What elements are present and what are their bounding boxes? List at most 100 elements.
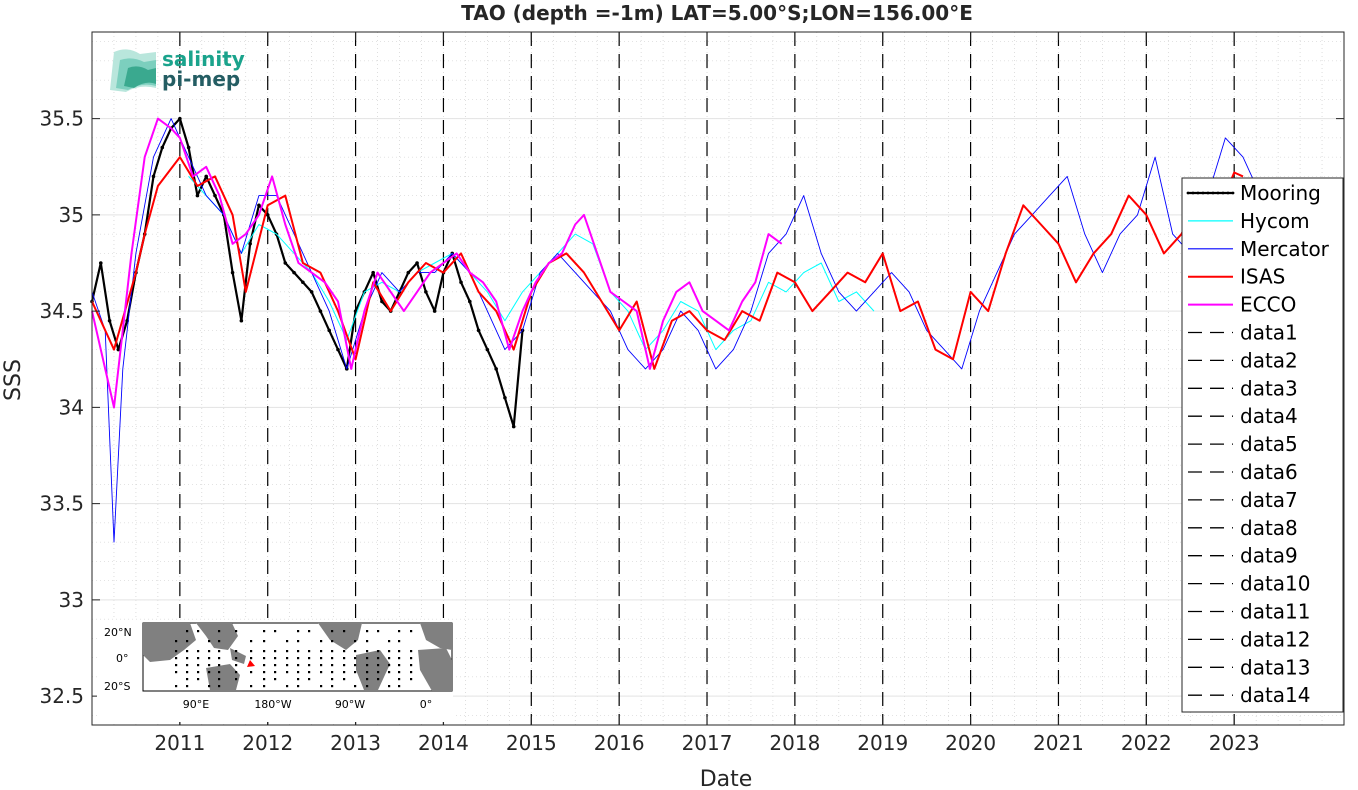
- mooring-dot: [218, 630, 221, 633]
- mooring-dot: [320, 671, 323, 674]
- mooring-dot: [263, 630, 266, 633]
- mooring-dot: [354, 671, 357, 674]
- mooring-dot: [235, 650, 238, 653]
- mooring-dot: [398, 671, 401, 674]
- mooring-dot: [186, 671, 189, 674]
- mooring-dot: [274, 671, 277, 674]
- inset-lon-label-180w: 180°W: [254, 698, 291, 711]
- mooring-dot: [235, 664, 238, 667]
- mooring-dot: [297, 685, 300, 688]
- mooring-dot: [331, 640, 334, 643]
- mooring-dot: [286, 657, 289, 660]
- mooring-point: [503, 395, 507, 400]
- mooring-array-dots: [175, 630, 413, 688]
- mooring-point: [301, 280, 305, 285]
- mooring-point: [336, 347, 340, 352]
- mooring-dot: [410, 657, 413, 660]
- legend-label-data2: data2: [1240, 348, 1298, 372]
- legend-label-data8: data8: [1240, 516, 1298, 540]
- x-tick-label: 2013: [330, 731, 381, 755]
- salinity-pi-mep-logo: salinity pi-mep: [110, 47, 245, 92]
- mooring-dot: [197, 671, 200, 674]
- x-tick-label: 2016: [594, 731, 645, 755]
- mooring-dot: [263, 671, 266, 674]
- wave-logo-icon: [110, 49, 156, 92]
- mooring-point: [406, 270, 411, 275]
- mooring-dot: [218, 657, 221, 660]
- y-tick-label: 34.5: [39, 299, 84, 323]
- mooring-dot: [297, 671, 300, 674]
- mooring-point: [98, 261, 103, 265]
- mooring-point: [248, 241, 252, 246]
- legend-label-mercator: Mercator: [1240, 237, 1330, 261]
- mooring-dot: [297, 640, 300, 643]
- inset-lon-label-0: 0°: [420, 698, 433, 711]
- mooring-dot: [366, 657, 369, 660]
- mooring-point: [283, 261, 288, 265]
- mooring-dot: [366, 650, 369, 653]
- mooring-dot: [218, 671, 221, 674]
- legend-box: [1181, 177, 1344, 713]
- mooring-dot: [208, 640, 211, 643]
- mooring-dot: [388, 657, 391, 660]
- legend-swatch-dot: [1221, 191, 1225, 195]
- logo-line2: pi-mep: [162, 67, 240, 91]
- mooring-dot: [186, 685, 189, 688]
- y-tick-label: 33.5: [39, 492, 84, 516]
- legend-swatch-dot: [1231, 191, 1235, 195]
- mooring-dot: [286, 671, 289, 674]
- mooring-dot: [274, 664, 277, 667]
- mooring-point: [424, 290, 428, 294]
- mooring-point: [186, 145, 191, 150]
- mooring-dot: [354, 664, 357, 667]
- mooring-dot: [343, 664, 346, 667]
- mooring-dot: [175, 664, 178, 667]
- mooring-dot: [308, 657, 311, 660]
- mooring-dot: [308, 678, 311, 681]
- inset-lon-label-90w: 90°W: [335, 698, 365, 711]
- legend-label-data9: data9: [1240, 544, 1298, 568]
- mooring-dot: [366, 630, 369, 633]
- legend: Mooring Hycom Mercator ISAS ECCO data1 data2 da…: [1181, 177, 1344, 713]
- mooring-dot: [286, 685, 289, 688]
- x-tick-label: 2015: [506, 731, 557, 755]
- mooring-dot: [354, 640, 357, 643]
- mooring-dot: [186, 664, 189, 667]
- mooring-dot: [331, 657, 334, 660]
- mooring-dot: [388, 640, 391, 643]
- mooring-point: [178, 116, 182, 121]
- mooring-dot: [297, 664, 300, 667]
- legend-swatch-dot: [1206, 191, 1210, 195]
- legend-label-data14: data14: [1240, 683, 1311, 707]
- mooring-dot: [331, 630, 334, 633]
- x-tick-label: 2023: [1209, 731, 1260, 755]
- mooring-dot: [274, 678, 277, 681]
- mooring-point: [380, 299, 384, 304]
- mooring-dot: [175, 650, 178, 653]
- legend-swatch-dot: [1196, 191, 1200, 195]
- y-tick-label: 32.5: [39, 684, 84, 708]
- mooring-dot: [175, 671, 178, 674]
- mooring-point: [494, 367, 498, 371]
- legend-swatch-dot: [1186, 191, 1190, 195]
- mooring-dot: [331, 650, 334, 653]
- mooring-dot: [235, 657, 238, 660]
- mooring-dot: [343, 678, 346, 681]
- legend-label-data12: data12: [1240, 627, 1311, 651]
- mooring-dot: [218, 685, 221, 688]
- mooring-point: [432, 309, 437, 313]
- mooring-point: [160, 145, 165, 150]
- mooring-point: [476, 328, 481, 333]
- mooring-dot: [343, 671, 346, 674]
- mooring-dot: [235, 678, 238, 681]
- inset-map: 20°N 0° 20°S 90°E 180°W 90°W 0°: [97, 620, 453, 722]
- mooring-dot: [320, 640, 323, 643]
- mooring-dot: [410, 671, 413, 674]
- mooring-point: [459, 280, 463, 285]
- mooring-point: [485, 347, 490, 352]
- mooring-dot: [286, 664, 289, 667]
- x-axis-ticks: 2011 2012 2013 2014 2015 2016 2017 2018 2019 2020…: [154, 32, 1260, 755]
- legend-label-data11: data11: [1240, 600, 1311, 624]
- mooring-dot: [354, 650, 357, 653]
- mooring-point: [107, 318, 112, 323]
